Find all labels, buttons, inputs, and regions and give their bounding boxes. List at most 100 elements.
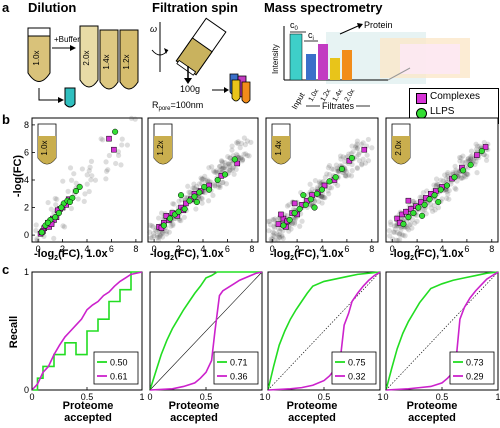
background-point (465, 155, 471, 162)
background-point (469, 153, 475, 159)
background-point (75, 196, 81, 202)
auc-legend-value: 0.73 (466, 358, 484, 368)
background-point (473, 141, 479, 147)
x-tick-label: 8 (133, 244, 138, 254)
background-point (277, 234, 283, 240)
buffer-label: +Buffer (54, 35, 80, 44)
background-point (279, 234, 285, 240)
llps-point (437, 186, 444, 193)
background-point (33, 228, 39, 234)
background-point (229, 147, 235, 153)
background-point (244, 138, 251, 144)
background-point (71, 171, 77, 177)
y-tick-label: 6 (24, 147, 29, 157)
recall-curve (31, 271, 143, 391)
background-point (483, 157, 490, 163)
background-point (87, 164, 93, 170)
llps-point (231, 156, 238, 163)
bar-1-0x (306, 54, 316, 80)
background-point (465, 156, 471, 162)
background-point (344, 173, 350, 179)
background-point (151, 233, 157, 239)
background-point (463, 174, 469, 180)
tube-label-4: 1.2x (122, 54, 131, 69)
background-point (342, 159, 348, 165)
tube-icon: 2.0x (391, 123, 411, 165)
auc-legend-value: 0.50 (110, 358, 128, 368)
llps-point (166, 215, 174, 222)
llps-point (415, 204, 422, 211)
panel-a-letter: a (2, 0, 10, 15)
panel-c-letter: c (2, 262, 10, 277)
background-point (431, 202, 437, 209)
x-tick-label: 6 (109, 244, 114, 254)
background-point (354, 145, 360, 152)
dilution-illustration: 1.0x +Buffer 2.0x 1.4x 1.2x (27, 25, 139, 108)
background-point (229, 143, 235, 149)
background-point (406, 227, 412, 233)
llps-point (313, 190, 321, 197)
recall-panel-1: 0.50 0.61 0 0.5 1 0 1 (24, 268, 145, 402)
background-point (268, 238, 275, 244)
background-point (317, 179, 323, 185)
background-point (453, 186, 459, 192)
c0-label: c0 (290, 20, 299, 32)
background-point (420, 190, 426, 196)
background-point (233, 166, 239, 172)
auc-legend: 0.75 0.32 (331, 351, 377, 385)
tube-1-2x: 1.2x (119, 29, 139, 90)
background-point (328, 185, 335, 191)
background-point (338, 156, 344, 162)
background-point (148, 235, 154, 241)
background-point (433, 183, 439, 189)
background-point (390, 229, 396, 235)
background-point (348, 150, 354, 157)
background-point (156, 215, 162, 221)
background-point (400, 232, 406, 238)
background-point (358, 141, 365, 147)
background-point (68, 177, 75, 183)
background-point (354, 141, 360, 147)
background-point (105, 167, 111, 173)
x-tick-label: 4 (84, 244, 89, 254)
background-point (456, 154, 463, 161)
background-point (349, 168, 355, 174)
background-point (277, 228, 283, 234)
background-point (331, 166, 337, 172)
background-point (360, 156, 366, 162)
legend-complexes-label: Complexes (430, 91, 481, 102)
background-point (318, 194, 325, 200)
background-point (340, 154, 346, 160)
background-point (222, 162, 228, 169)
background-point (369, 145, 375, 151)
panel-b-xlabel-4: -log2(FC), 1.0x (390, 248, 464, 263)
ms-ylabel: Intensity (271, 44, 280, 74)
background-point (205, 177, 211, 183)
llps-point (280, 222, 287, 229)
filter-tube (175, 17, 227, 76)
background-point (291, 219, 298, 226)
background-point (468, 148, 475, 154)
background-point (178, 218, 184, 224)
background-point (113, 160, 119, 167)
background-point (272, 237, 278, 243)
background-point (316, 180, 323, 186)
x-tick-label: 4 (200, 244, 205, 254)
background-point (103, 168, 110, 174)
background-point (150, 224, 156, 230)
background-point (440, 178, 446, 184)
background-point (459, 175, 465, 181)
background-point (222, 164, 228, 171)
bar-2-0x (342, 50, 352, 80)
background-point (239, 157, 246, 163)
background-point (404, 225, 411, 231)
x-tick-label: 6 (464, 244, 469, 254)
background-point (280, 235, 286, 242)
tube-icon: 1.4x (271, 123, 291, 165)
complex-point (106, 135, 112, 142)
background-point (271, 223, 277, 229)
background-point (193, 206, 199, 212)
tube-icon: 1.0x (37, 123, 57, 165)
background-point (106, 152, 112, 159)
